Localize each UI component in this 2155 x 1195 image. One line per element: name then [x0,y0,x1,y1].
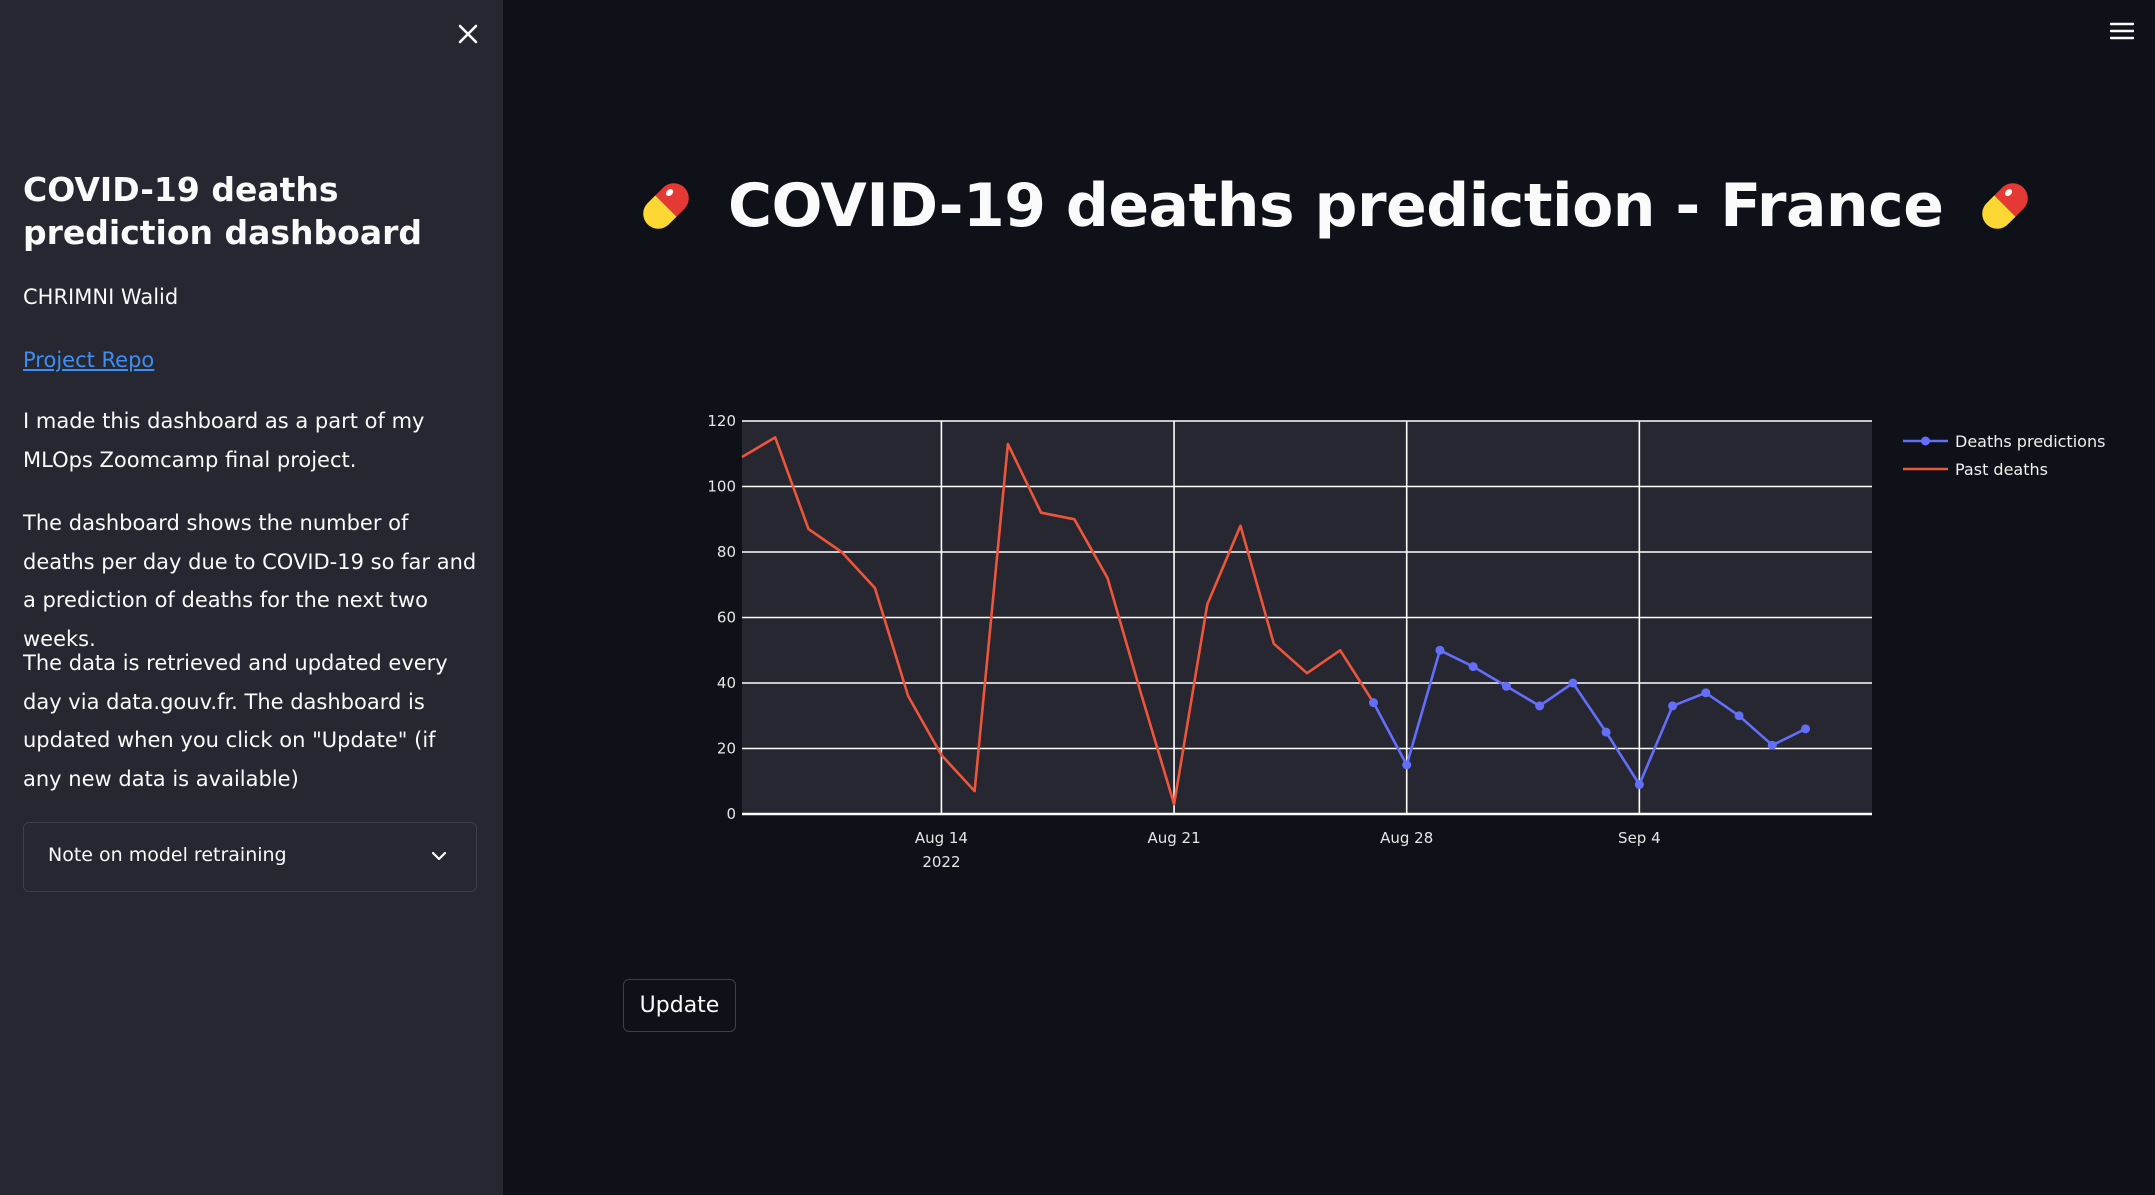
data-point [1668,701,1678,711]
sidebar-title: COVID-19 deaths prediction dashboard [23,170,422,252]
sidebar-paragraph: The dashboard shows the number of deaths… [23,511,477,651]
close-sidebar-button[interactable] [448,14,488,54]
data-point [1701,688,1711,698]
x-tick-label: Aug 28 [1380,829,1433,847]
close-icon [458,24,478,44]
data-point [1634,780,1644,790]
menu-icon [2110,22,2134,40]
legend-marker [1921,436,1930,446]
y-tick-label: 0 [726,805,736,823]
data-point [1535,701,1545,711]
chevron-down-icon [431,851,447,861]
data-point [1435,645,1445,655]
x-tick-label: Sep 4 [1618,829,1661,847]
deaths-chart: 0 20 40 60 80 100 120 Aug 14 Aug 21 Aug 28 Sep 4 20… [707,412,2105,871]
pill-icon [643,183,689,229]
x-tick-label: Aug 14 [915,829,968,847]
series-line [741,436,1375,806]
data-point [1767,740,1777,750]
x-year-label: 2022 [922,853,960,871]
data-point [1734,711,1744,721]
data-point [1501,681,1511,691]
page-title-text: COVID-19 deaths prediction - France [728,171,1944,241]
y-tick-label: 100 [707,478,736,496]
y-tick-label: 80 [717,543,736,561]
x-tick-label: Aug 21 [1147,829,1200,847]
sidebar-paragraph: The data is retrieved and updated every … [23,651,448,791]
main-menu-button[interactable] [2103,14,2141,48]
y-tick-label: 40 [717,674,736,692]
model-retraining-expander[interactable]: Note on model retraining [23,822,477,892]
data-point [1568,678,1578,688]
data-point [1468,662,1478,672]
data-point [1601,727,1611,737]
expander-label: Note on model retraining [48,844,287,866]
legend-label: Deaths predictions [1955,432,2105,451]
sidebar-paragraph: I made this dashboard as a part of my ML… [23,409,425,472]
legend-label: Past deaths [1955,460,2048,479]
update-button[interactable]: Update [623,979,736,1032]
y-tick-label: 60 [717,609,736,627]
y-tick-label: 120 [707,412,736,430]
y-tick-label: 20 [717,740,736,758]
pill-icon [1982,183,2029,229]
project-repo-link[interactable]: Project Repo [23,348,155,372]
data-point [1801,724,1811,734]
series-line [1372,648,1807,786]
sidebar: COVID-19 deaths prediction dashboard CHR… [0,0,503,1195]
page-title: COVID-19 deaths prediction - France [630,160,2041,252]
data-point [1368,698,1378,708]
data-point [1402,760,1412,770]
author-name: CHRIMNI Walid [23,285,179,309]
